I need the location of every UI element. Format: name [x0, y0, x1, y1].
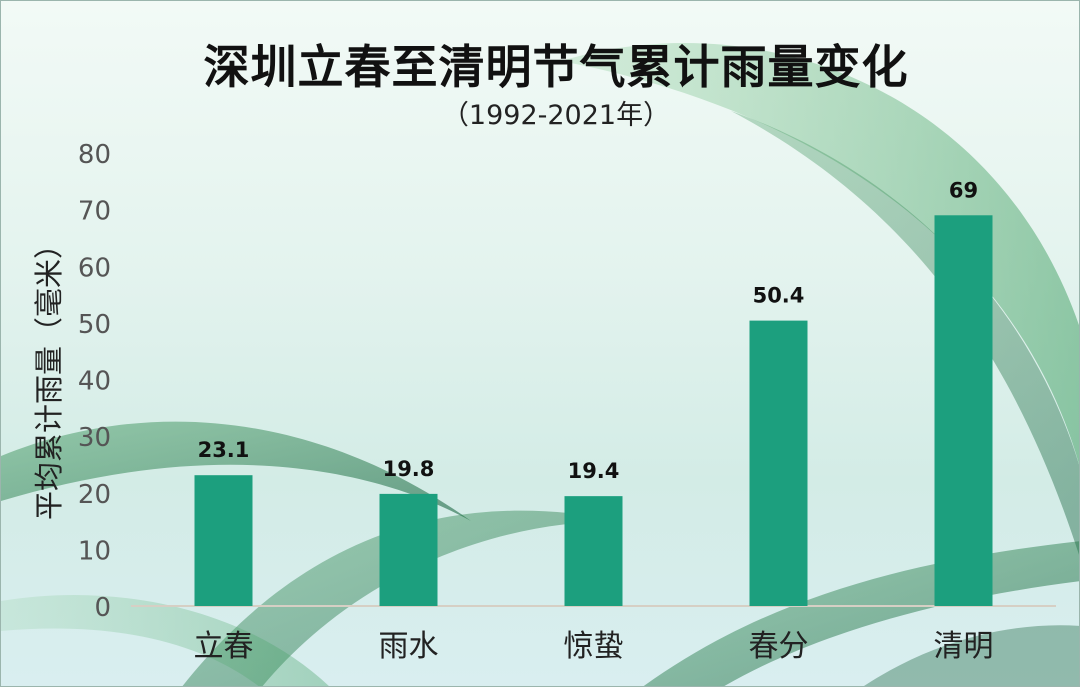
- data-label: 23.1: [198, 438, 250, 462]
- bar: [934, 215, 993, 606]
- y-tick-label: 70: [78, 197, 111, 227]
- bar: [749, 320, 808, 606]
- bar: [194, 475, 253, 606]
- chart-subtitle: （1992-2021年）: [441, 100, 671, 131]
- data-label: 69: [949, 178, 978, 202]
- x-tick-label: 清明: [934, 629, 994, 664]
- chart-title: 深圳立春至清明节气累计雨量变化: [203, 40, 909, 94]
- x-tick-label: 惊蛰: [564, 629, 624, 664]
- bar: [564, 496, 623, 606]
- y-tick-label: 10: [78, 536, 111, 566]
- x-tick-label: 立春: [194, 629, 254, 664]
- data-label: 50.4: [753, 284, 805, 308]
- x-tick-label: 春分: [749, 629, 809, 664]
- y-tick-label: 20: [78, 480, 111, 510]
- data-label: 19.4: [568, 459, 620, 483]
- y-tick-label: 0: [94, 593, 111, 623]
- y-tick-label: 30: [78, 423, 111, 453]
- bar: [379, 493, 438, 606]
- y-tick-label: 80: [78, 140, 111, 170]
- y-tick-label: 50: [78, 310, 111, 340]
- x-tick-label: 雨水: [379, 629, 439, 664]
- y-tick-label: 60: [78, 253, 111, 283]
- data-label: 19.8: [383, 457, 435, 481]
- y-tick-label: 40: [78, 367, 111, 397]
